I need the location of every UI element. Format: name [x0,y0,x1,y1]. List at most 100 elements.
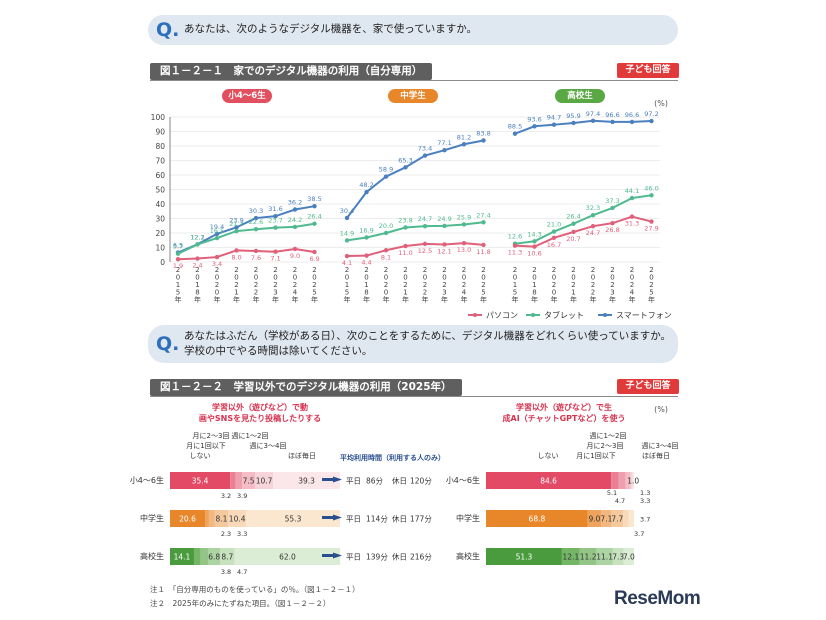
arrow-icon [333,476,342,483]
x-tick-label: 3 [442,289,446,297]
data-label: 8.1 [381,253,391,261]
x-tick-label: 2 [254,289,258,297]
y-tick-label: 10 [155,244,165,253]
bar-segment [234,548,341,565]
y-tick-label: 30 [155,215,165,224]
holiday-value: 120分 [410,477,432,486]
x-tick-label: 1 [513,281,517,289]
x-tick-label: 1 [234,289,238,297]
segment-label: 7.7 [611,515,623,524]
small-value-label: 3.2 [221,492,231,500]
x-tick-label: 年 [363,295,370,304]
group-label-elementary: 小4～6生 [222,89,272,103]
x-tick-label: 2 [423,281,427,289]
x-tick-label: 8 [195,289,199,297]
data-point [590,223,596,229]
data-label: 25.9 [457,213,471,221]
data-label: 7.6 [251,254,261,262]
data-label: 20.0 [379,222,393,230]
weekday-value: 114分 [366,515,388,524]
data-point [461,240,467,246]
bar-segment [273,472,340,489]
data-point [253,227,259,232]
x-tick-label: 1 [345,281,349,289]
x-tick-label: 2 [234,281,238,289]
data-label: 12.5 [418,247,432,255]
data-label: 46.0 [644,184,658,192]
data-label: 7.1 [270,255,280,263]
x-tick-label: 5 [345,289,349,297]
segment-label: 10.7 [256,477,273,486]
figure-2-rule [150,396,678,397]
bar-segment [561,548,580,565]
x-tick-label: 0 [293,274,297,282]
data-point [532,239,537,244]
figure-1-badge: 子ども回答 [617,63,679,78]
segment-label: 7.1 [600,515,612,524]
data-label: 26.4 [566,213,580,221]
data-point [512,131,518,136]
data-label: 12.2 [190,233,204,241]
x-tick-label: 2 [591,266,595,274]
x-tick-label: 0 [571,274,575,282]
arrow-shaft [322,516,334,519]
bar-segment [208,548,220,565]
x-tick-label: 0 [312,274,316,282]
data-point [214,254,220,260]
bar-segment [205,510,209,527]
data-label: 32.3 [586,204,600,212]
question-2-line-2: 学校の中でやる時間は除いてください。 [184,345,373,357]
x-tick-label: 年 [344,295,351,304]
data-point [571,229,576,235]
row-label: 小4～6生 [446,475,480,485]
x-tick-label: 0 [254,274,258,282]
x-tick-label: 0 [649,274,653,282]
segment-header: ほぼ毎日 [288,451,316,460]
x-tick-label: 2 [273,266,277,274]
segment-header: ほぼ毎日 [642,451,670,460]
small-value-label: 3.8 [221,568,231,576]
y-tick-label: 40 [155,200,165,209]
x-tick-label: 年 [551,295,558,304]
bar-segment [623,510,629,527]
segment-header: 月に1回以下 [576,452,615,460]
x-tick-label: 2 [481,266,485,274]
data-point [344,215,350,221]
bar-segment [193,548,201,565]
data-label: 94.7 [547,114,561,122]
series-line [514,194,652,245]
x-tick-label: 2 [403,281,407,289]
data-point [629,195,635,201]
data-point [364,253,369,258]
data-point [383,230,389,236]
x-tick-label: 5 [649,289,653,297]
bar-segment [611,472,619,489]
data-point [175,257,181,262]
data-point [273,225,278,230]
x-tick-label: 年 [272,295,279,304]
x-tick-label: 2 [481,281,485,289]
data-point [422,241,428,247]
data-label: 95.9 [566,112,580,120]
bar-segment [579,548,597,565]
data-label: 26.4 [307,213,321,221]
legend-marker [603,313,607,317]
holiday-label: 休日 [392,514,407,524]
data-point [234,228,239,234]
data-point [312,249,317,255]
segment-label: 51.3 [516,553,533,562]
segment-header: 月に1回以下 [186,442,225,450]
bar-segment [628,510,634,527]
x-tick-label: 2 [254,281,258,289]
segment-label: 6.8 [208,553,220,562]
bar-segment [170,472,231,489]
x-tick-label: 2 [312,266,316,274]
segment-label: 14.1 [174,553,191,562]
segment-header: 週に1～2回 [590,431,627,440]
data-label: 12.1 [437,247,451,255]
data-point [481,220,486,225]
data-point [312,203,317,209]
segment-header: 週に3～4回 [250,441,287,450]
x-tick-label: 2 [442,281,446,289]
data-label: 24.7 [586,229,600,237]
